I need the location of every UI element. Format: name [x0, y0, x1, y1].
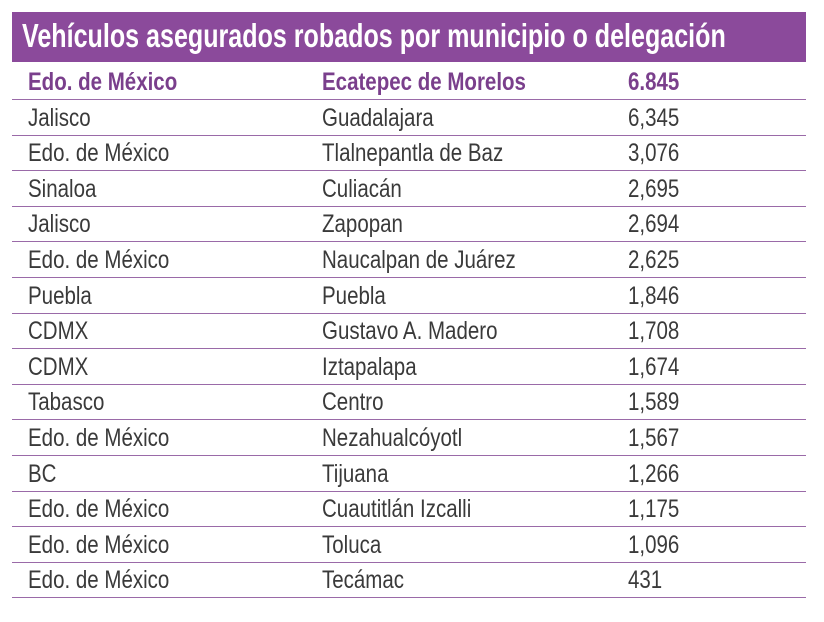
count-cell: 6.845 [628, 68, 680, 96]
table-row: Tabasco Centro 1,589 [12, 384, 806, 421]
state-cell: Edo. de México [28, 68, 178, 96]
state-cell: Puebla [28, 281, 92, 310]
count-cell: 1,175 [628, 495, 680, 524]
municipality-cell: Tijuana [322, 459, 389, 488]
count-cell: 2,694 [628, 210, 680, 239]
count-cell: 1,674 [628, 352, 680, 381]
municipality-cell: Tlalnepantla de Baz [322, 139, 504, 168]
count-cell: 3,076 [628, 139, 680, 168]
municipality-cell: Culiacán [322, 174, 402, 203]
table-row: Puebla Puebla 1,846 [12, 278, 806, 314]
table-row: Edo. de México Nezahualcóyotl 1,567 [12, 420, 806, 456]
municipality-cell: Naucalpan de Juárez [322, 246, 516, 274]
table-row: Edo. de México Toluca 1,096 [12, 527, 806, 563]
table-row: Sinaloa Culiacán 2,695 [12, 171, 806, 207]
state-cell: Jalisco [28, 210, 91, 239]
municipality-cell: Cuautitlán Izcalli [322, 495, 472, 524]
municipality-cell: Nezahualcóyotl [322, 424, 463, 452]
municipality-cell: Zapopan [322, 210, 403, 239]
table-row: CDMX Iztapalapa 1,674 [12, 349, 806, 385]
count-cell: 1,846 [628, 281, 680, 310]
municipality-cell: Tecámac [322, 566, 405, 595]
title: Vehículos asegurados robados por municip… [22, 17, 726, 54]
state-cell: Edo. de México [28, 424, 170, 452]
municipality-cell: Toluca [322, 530, 382, 559]
count-cell: 1,266 [628, 459, 680, 488]
table-row: BC Tijuana 1,266 [12, 456, 806, 492]
state-cell: BC [28, 459, 57, 488]
municipality-cell: Guadalajara [322, 103, 434, 132]
state-cell: CDMX [28, 317, 89, 346]
count-cell: 6,345 [628, 103, 680, 132]
count-cell: 431 [628, 566, 663, 595]
state-cell: CDMX [28, 352, 89, 381]
state-cell: Edo. de México [28, 530, 170, 559]
count-cell: 1,708 [628, 317, 680, 346]
count-cell: 1,567 [628, 424, 680, 452]
municipality-cell: Centro [322, 388, 384, 417]
count-cell: 1,096 [628, 530, 680, 559]
state-cell: Edo. de México [28, 139, 170, 168]
municipality-cell: Iztapalapa [322, 352, 417, 381]
state-cell: Edo. de México [28, 246, 170, 274]
table-row: Edo. de México Tecámac 431 [12, 562, 806, 599]
count-cell: 2,625 [628, 246, 680, 274]
title-bar: Vehículos asegurados robados por municip… [12, 12, 806, 62]
table-row: Edo. de México Naucalpan de Juárez 2,625 [12, 242, 806, 278]
table-row: Edo. de México Cuautitlán Izcalli 1,175 [12, 491, 806, 528]
count-cell: 2,695 [628, 174, 680, 203]
municipality-cell: Puebla [322, 281, 386, 310]
state-cell: Tabasco [28, 388, 105, 417]
state-cell: Edo. de México [28, 566, 170, 595]
state-cell: Edo. de México [28, 495, 170, 524]
count-cell: 1,589 [628, 388, 680, 417]
municipality-cell: Ecatepec de Morelos [322, 68, 526, 96]
municipality-cell: Gustavo A. Madero [322, 317, 498, 346]
state-cell: Jalisco [28, 103, 91, 132]
table-row: Jalisco Zapopan 2,694 [12, 206, 806, 243]
table-row: CDMX Gustavo A. Madero 1,708 [12, 313, 806, 350]
state-cell: Sinaloa [28, 174, 97, 203]
table-row: Edo. de México Ecatepec de Morelos 6.845 [12, 64, 806, 100]
table-row: Edo. de México Tlalnepantla de Baz 3,076 [12, 135, 806, 172]
table-row: Jalisco Guadalajara 6,345 [12, 100, 806, 136]
